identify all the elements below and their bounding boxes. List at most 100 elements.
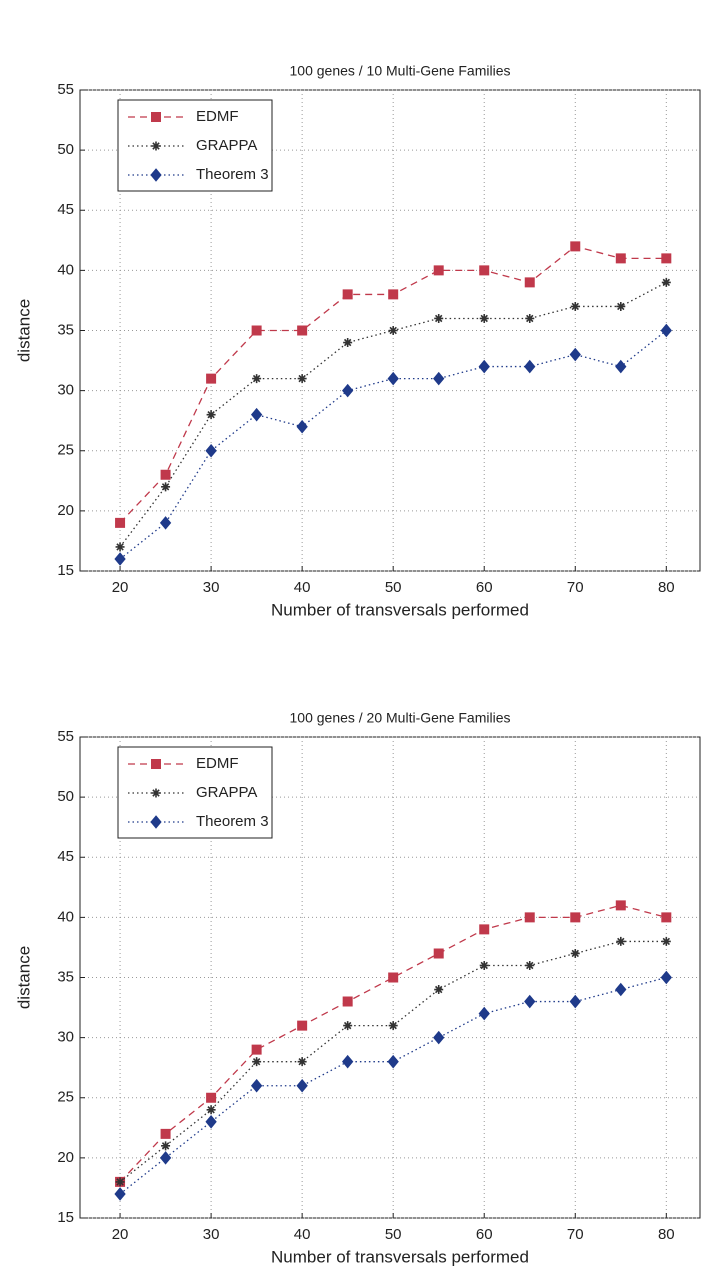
y-tick-label: 40 bbox=[57, 908, 74, 925]
y-tick-label: 30 bbox=[57, 382, 74, 399]
marker bbox=[660, 970, 672, 985]
marker bbox=[433, 371, 445, 386]
legend-label: EDMF bbox=[196, 108, 239, 125]
y-tick-label: 15 bbox=[57, 562, 74, 579]
marker bbox=[115, 542, 125, 552]
x-tick-label: 30 bbox=[203, 1226, 220, 1243]
marker bbox=[252, 374, 262, 384]
marker bbox=[661, 936, 671, 946]
marker bbox=[342, 996, 353, 1007]
marker bbox=[434, 313, 444, 323]
marker bbox=[569, 994, 581, 1009]
x-tick-label: 20 bbox=[112, 1226, 129, 1243]
x-tick-label: 20 bbox=[112, 579, 129, 596]
marker bbox=[161, 1141, 171, 1151]
marker bbox=[388, 1021, 398, 1031]
marker bbox=[434, 985, 444, 995]
legend: EDMF GRAPPA Theorem 3 bbox=[117, 99, 273, 192]
legend-label: GRAPPA bbox=[196, 784, 257, 801]
marker bbox=[160, 1128, 171, 1139]
marker bbox=[252, 1057, 262, 1067]
marker bbox=[388, 326, 398, 335]
marker bbox=[251, 1044, 262, 1055]
marker bbox=[151, 788, 161, 798]
y-tick-label: 35 bbox=[57, 968, 74, 985]
marker bbox=[433, 1030, 445, 1045]
marker bbox=[433, 948, 444, 959]
marker bbox=[206, 1092, 217, 1103]
x-tick-label: 40 bbox=[294, 579, 311, 596]
y-tick-label: 40 bbox=[57, 261, 74, 278]
marker bbox=[297, 1057, 307, 1067]
marker bbox=[661, 253, 672, 264]
x-axis-label: Number of transversals performed bbox=[271, 600, 529, 619]
marker bbox=[342, 289, 353, 300]
x-tick-label: 40 bbox=[294, 1226, 311, 1243]
marker bbox=[114, 1187, 126, 1201]
marker bbox=[479, 313, 489, 323]
marker bbox=[114, 552, 126, 566]
legend-label: GRAPPA bbox=[196, 137, 257, 154]
marker bbox=[296, 419, 308, 434]
y-tick-label: 35 bbox=[57, 321, 74, 338]
marker bbox=[150, 168, 162, 182]
marker bbox=[206, 410, 216, 420]
marker bbox=[151, 141, 161, 151]
marker bbox=[387, 1054, 399, 1069]
marker bbox=[660, 323, 672, 338]
marker bbox=[524, 359, 536, 374]
marker bbox=[525, 313, 535, 323]
marker bbox=[570, 912, 581, 923]
legend-label: EDMF bbox=[196, 755, 239, 772]
marker bbox=[115, 517, 126, 528]
marker bbox=[297, 1020, 308, 1031]
marker bbox=[524, 912, 535, 923]
x-axis-label: Number of transversals performed bbox=[271, 1247, 529, 1266]
marker bbox=[160, 469, 171, 480]
y-tick-label: 20 bbox=[57, 502, 74, 519]
marker bbox=[615, 359, 627, 374]
marker bbox=[342, 383, 354, 398]
marker bbox=[569, 347, 581, 362]
y-tick-label: 45 bbox=[57, 848, 74, 865]
marker bbox=[615, 982, 627, 997]
legend-label: Theorem 3 bbox=[196, 813, 269, 830]
marker bbox=[570, 948, 580, 958]
marker bbox=[115, 1177, 125, 1187]
marker bbox=[524, 994, 536, 1009]
x-tick-label: 30 bbox=[203, 579, 220, 596]
marker bbox=[433, 265, 444, 276]
marker bbox=[206, 373, 217, 384]
y-axis-label: distance bbox=[14, 946, 33, 1009]
marker bbox=[343, 1021, 353, 1031]
y-tick-label: 50 bbox=[57, 788, 74, 805]
series-line bbox=[119, 904, 667, 1183]
legend-label: Theorem 3 bbox=[196, 166, 269, 183]
marker bbox=[161, 482, 171, 492]
x-tick-label: 60 bbox=[476, 579, 493, 596]
y-tick-label: 15 bbox=[57, 1209, 74, 1226]
legend-box bbox=[117, 746, 273, 839]
marker bbox=[661, 912, 672, 923]
marker bbox=[206, 1105, 216, 1115]
y-tick-label: 55 bbox=[57, 728, 74, 745]
y-tick-label: 25 bbox=[57, 1089, 74, 1106]
marker bbox=[570, 241, 581, 252]
marker bbox=[251, 325, 262, 336]
marker bbox=[615, 253, 626, 264]
x-tick-label: 80 bbox=[658, 579, 675, 596]
y-tick-label: 25 bbox=[57, 442, 74, 459]
marker bbox=[478, 1006, 490, 1021]
marker bbox=[297, 325, 308, 336]
y-tick-label: 30 bbox=[57, 1029, 74, 1046]
legend-box bbox=[117, 99, 273, 192]
marker bbox=[205, 1115, 217, 1129]
x-tick-label: 70 bbox=[567, 1226, 584, 1243]
marker bbox=[250, 1078, 263, 1093]
marker bbox=[615, 900, 626, 911]
marker bbox=[297, 374, 307, 384]
x-tick-label: 50 bbox=[385, 579, 402, 596]
chart: 15 20 25 30 35 40 45 50 55 20 30 40 50 60 70 80 100 gene… bbox=[14, 63, 701, 619]
y-tick-label: 45 bbox=[57, 201, 74, 218]
